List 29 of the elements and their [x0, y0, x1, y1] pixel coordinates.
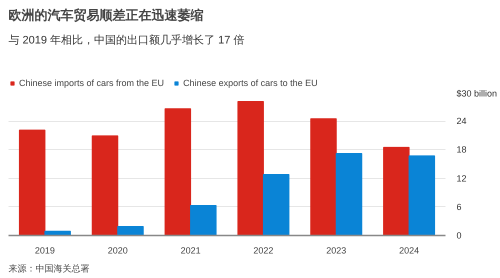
bar	[92, 135, 118, 236]
bar	[262, 174, 290, 236]
y-tick-label: 18	[456, 144, 467, 155]
y-tick-label: 12	[456, 173, 467, 184]
bar	[310, 118, 337, 236]
bar	[18, 130, 46, 236]
x-tick-label: 2021	[180, 246, 201, 256]
bar	[190, 204, 217, 236]
x-tick-label: 2024	[399, 246, 420, 256]
source-note: 来源：中国海关总署	[8, 264, 90, 274]
x-tick-label: 2019	[34, 246, 55, 256]
bar	[164, 108, 192, 236]
x-tick-label: 2023	[326, 246, 346, 256]
bar	[44, 230, 71, 236]
bar	[408, 155, 436, 236]
bar	[237, 101, 264, 236]
x-tick-label: 2020	[108, 246, 128, 256]
y-tick-label: $30 billion	[456, 88, 498, 98]
y-tick-label: 6	[456, 202, 462, 212]
y-tick-label: 0	[456, 230, 462, 240]
legend-label: Chinese imports of cars from the EU	[19, 78, 164, 88]
bar	[117, 226, 144, 236]
x-tick-label: 2022	[253, 246, 274, 256]
chart-subtitle: 与 2019 年相比，中国的出口额几乎增长了 17 倍	[8, 34, 244, 46]
bar	[383, 146, 410, 236]
y-tick-label: 24	[456, 116, 467, 126]
chart-title: 欧洲的汽车贸易顺差正在迅速萎缩	[8, 8, 204, 22]
bar	[336, 153, 362, 236]
legend-label: Chinese exports of cars to the EU	[183, 78, 318, 88]
